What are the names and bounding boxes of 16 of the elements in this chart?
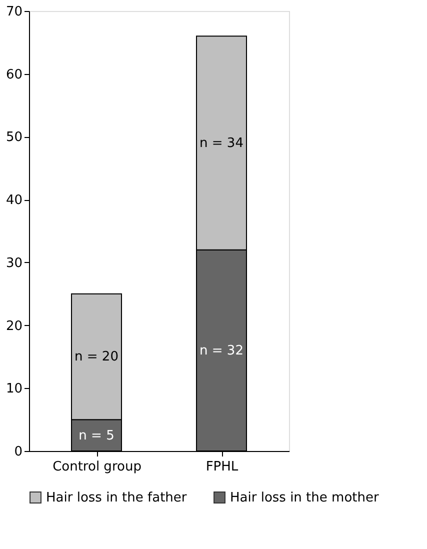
y-tick-label: 0: [14, 444, 22, 460]
y-tick-label: 40: [6, 193, 22, 208]
data-label: n = 20: [74, 350, 118, 365]
data-label: n = 34: [200, 136, 244, 151]
legend-label: Hair loss in the mother: [230, 490, 380, 506]
y-tick-label: 10: [6, 382, 22, 397]
y-tick-label: 60: [6, 67, 22, 82]
y-tick-label: 50: [6, 130, 22, 146]
x-tick-label: FPHL: [206, 460, 239, 474]
y-tick-label: 20: [6, 318, 22, 334]
data-label: n = 5: [78, 428, 114, 444]
y-tick-label: 30: [6, 256, 22, 271]
legend-label: Hair loss in the father: [46, 490, 188, 506]
y-tick-label: 70: [6, 4, 22, 20]
x-tick-label: Control group: [52, 460, 142, 474]
data-label: n = 32: [200, 343, 244, 358]
